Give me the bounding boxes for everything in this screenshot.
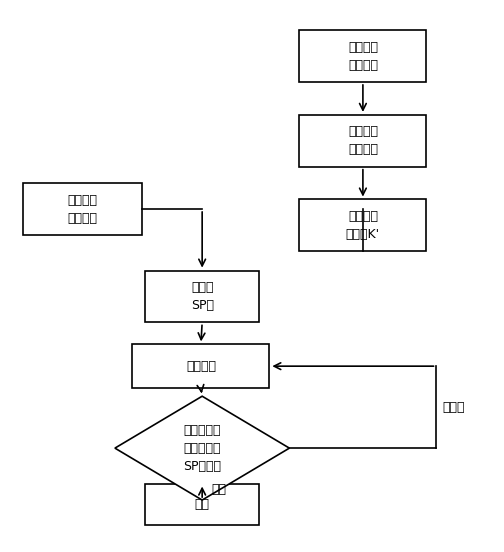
Bar	[133, 344, 270, 388]
Bar	[23, 183, 142, 235]
Text: 不一致: 不一致	[443, 401, 465, 413]
Text: 采集物料
水分倍号: 采集物料 水分倍号	[348, 40, 378, 72]
Text: 加水量实际
值与加水量
SP值比较: 加水量实际 值与加水量 SP值比较	[183, 423, 221, 473]
Text: 加水量
SP值: 加水量 SP值	[191, 281, 214, 312]
Bar	[299, 115, 426, 167]
Bar	[145, 270, 260, 322]
Bar	[299, 30, 426, 82]
Text: 加水系数
修正值K': 加水系数 修正值K'	[346, 210, 380, 241]
Bar	[299, 199, 426, 251]
Bar	[145, 484, 260, 524]
Text: 水流量计: 水流量计	[186, 360, 216, 373]
Text: 加水系数
修正公式: 加水系数 修正公式	[348, 125, 378, 156]
Polygon shape	[115, 396, 289, 500]
Text: 采集物料
流量倍号: 采集物料 流量倍号	[68, 194, 98, 225]
Text: 一致: 一致	[211, 482, 226, 496]
Text: 回潮: 回潮	[195, 498, 210, 511]
